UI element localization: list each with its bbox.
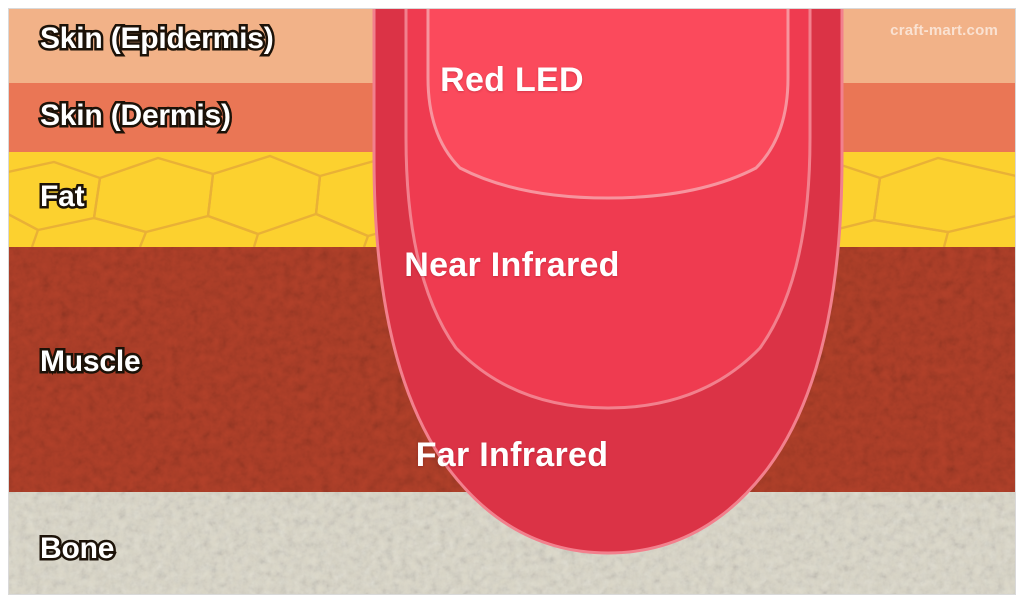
watermark: craft-mart.com [890,22,998,39]
layer-label-bone: Bone [37,531,116,566]
layer-label-epidermis: Skin (Epidermis) [38,21,277,56]
beam-label-red-led: Red LED [440,61,584,99]
beam-label-near-infrared: Near Infrared [404,246,620,284]
layer-label-fat: Fat [37,179,87,214]
diagram-stage: Skin (Epidermis) Skin (Dermis) Fat Muscl… [8,8,1016,595]
beam-shape-red-led [426,8,790,200]
light-beams-group [372,8,844,555]
layer-label-muscle: Muscle [38,344,144,379]
beam-label-far-infrared: Far Infrared [415,436,609,474]
layer-label-dermis: Skin (Dermis) [38,98,234,133]
